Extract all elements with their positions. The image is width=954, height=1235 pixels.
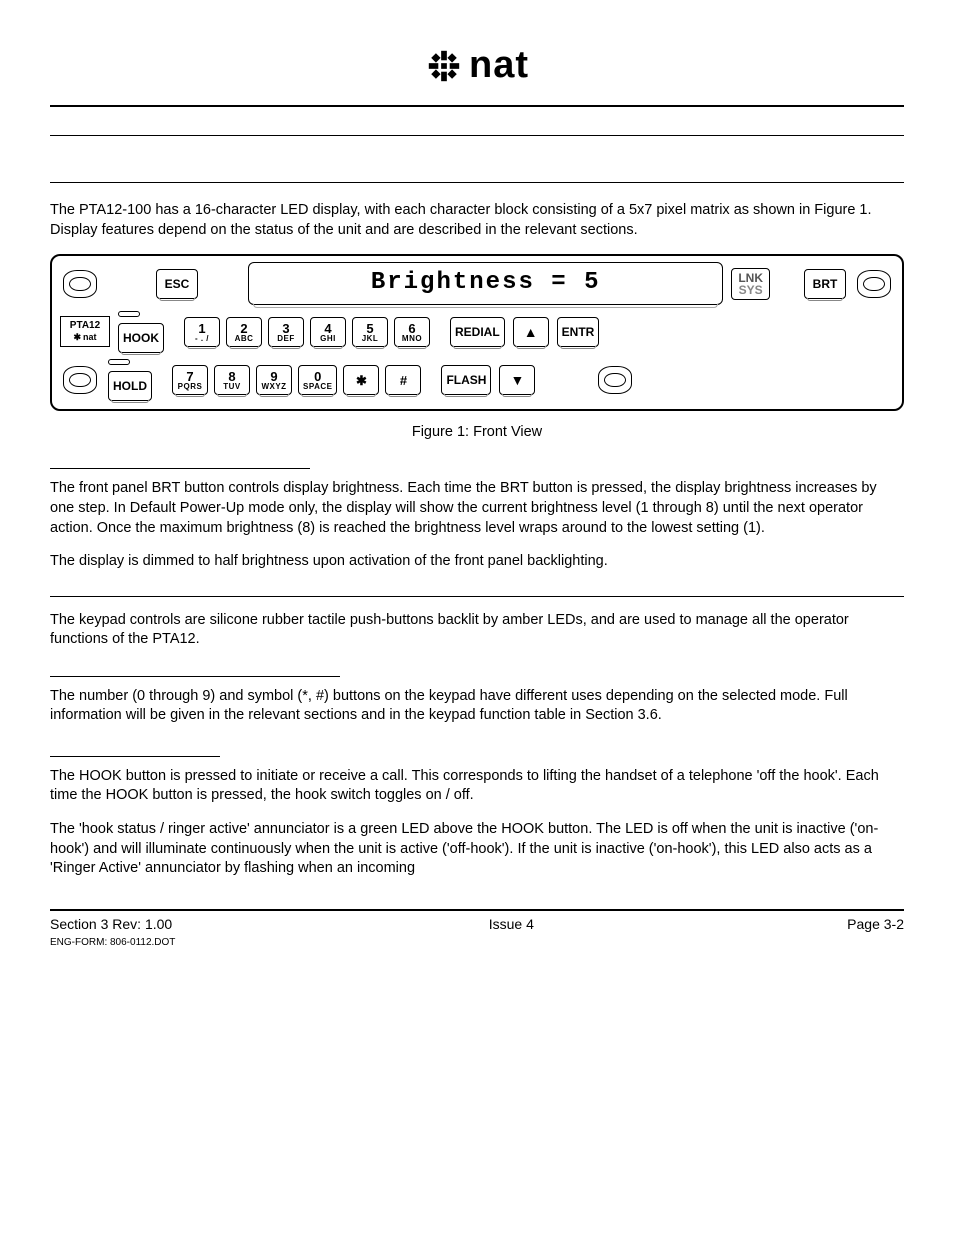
figure-caption: Figure 1: Front View [50,423,904,443]
flash-label: FLASH [446,374,486,386]
key-top: 2 [240,322,247,335]
keypad-key[interactable]: 6MNO [394,317,430,347]
footer-left: Section 3 Rev: 1.00 [50,915,175,934]
device-panel: ESC Brightness = 5 LNK SYS BRT PTA12 ✱ n… [50,254,904,410]
key-top: # [400,374,407,387]
logo-text: nat [469,40,529,91]
keypad-para: The keypad controls are silicone rubber … [50,611,904,650]
footer-sub: ENG-FORM: 806-0112.DOT [50,936,175,950]
page-header: nat [50,40,904,91]
led-indicator-icon [118,311,140,317]
footer-center: Issue 4 [489,915,534,949]
footer-right: Page 3-2 [847,915,904,949]
keypad-key[interactable]: # [385,365,421,395]
subsection-rule-brightness [50,468,310,469]
entr-button[interactable]: ENTR [557,317,600,347]
keypad-key[interactable]: 1- . / [184,317,220,347]
key-top: 7 [186,370,193,383]
key-sub: SPACE [303,383,332,391]
key-top: 5 [366,322,373,335]
keypad-key[interactable]: 3DEF [268,317,304,347]
key-top: 8 [228,370,235,383]
mount-hole-icon [63,270,97,298]
key-top: 4 [324,322,331,335]
lcd-screen: Brightness = 5 [248,262,723,304]
up-arrow-icon: ▲ [524,325,538,339]
redial-label: REDIAL [455,326,500,338]
subsection-rule-numbers [50,676,340,677]
hold-button[interactable]: HOLD [108,371,152,401]
brightness-para-1: The front panel BRT button controls disp… [50,479,904,538]
down-arrow-button[interactable]: ▼ [499,365,535,395]
brand-mark-icon: ✱ [73,333,81,343]
keypad-key[interactable]: 7PQRS [172,365,208,395]
brt-label: BRT [813,278,838,290]
down-arrow-icon: ▼ [511,373,525,387]
keypad-key[interactable]: ✱ [343,365,379,395]
mount-hole-icon [857,270,891,298]
flash-button[interactable]: FLASH [441,365,491,395]
key-sub: DEF [277,335,295,343]
device-figure: ESC Brightness = 5 LNK SYS BRT PTA12 ✱ n… [50,254,904,410]
brand-maker: nat [83,333,97,343]
logo: nat [425,40,529,91]
key-sub: JKL [362,335,379,343]
up-arrow-button[interactable]: ▲ [513,317,549,347]
entr-label: ENTR [562,326,595,338]
keypad-key[interactable]: 8TUV [214,365,250,395]
esc-label: ESC [165,278,190,290]
page-footer: Section 3 Rev: 1.00 ENG-FORM: 806-0112.D… [50,909,904,949]
hook-para-2: The 'hook status / ringer active' annunc… [50,820,904,879]
subsection-rule-hook [50,756,220,757]
hook-para-1: The HOOK button is pressed to initiate o… [50,767,904,806]
status-indicator: LNK SYS [731,268,770,300]
brt-button[interactable]: BRT [804,269,846,299]
key-sub: - . / [195,335,209,343]
keypad-key[interactable]: 9WXYZ [256,365,292,395]
key-top: 3 [282,322,289,335]
esc-button[interactable]: ESC [156,269,198,299]
keypad-key[interactable]: 5JKL [352,317,388,347]
hook-button[interactable]: HOOK [118,323,164,353]
hold-label: HOLD [113,380,147,392]
key-sub: MNO [402,335,422,343]
key-sub: TUV [223,383,241,391]
key-top: 6 [408,322,415,335]
brand-model: PTA12 [70,320,100,331]
redial-button[interactable]: REDIAL [450,317,505,347]
hook-label: HOOK [123,332,159,344]
key-sub: GHI [320,335,336,343]
key-top: 1 [198,322,205,335]
keypad-key[interactable]: 2ABC [226,317,262,347]
key-top: 9 [270,370,277,383]
mount-hole-icon [598,366,632,394]
status-sys: SYS [739,284,763,296]
brightness-para-2: The display is dimmed to half brightness… [50,552,904,572]
key-sub: ABC [235,335,254,343]
keypad-key[interactable]: 4GHI [310,317,346,347]
led-indicator-icon [108,359,130,365]
keypad-row-1: 1- . /2ABC3DEF4GHI5JKL6MNO [184,317,430,347]
screen-text: Brightness = 5 [371,269,601,296]
intro-paragraph: The PTA12-100 has a 16-character LED dis… [50,201,904,240]
key-sub: WXYZ [261,383,286,391]
brand-badge: PTA12 ✱ nat [60,316,110,347]
key-sub: PQRS [178,383,203,391]
numbers-para: The number (0 through 9) and symbol (*, … [50,687,904,726]
keypad-row-2: 7PQRS8TUV9WXYZ0SPACE✱# [172,365,421,395]
keypad-key[interactable]: 0SPACE [298,365,337,395]
status-lnk: LNK [738,272,763,284]
key-top: ✱ [356,374,367,387]
key-top: 0 [314,370,321,383]
logo-mark-icon [425,47,463,85]
mount-hole-icon [63,366,97,394]
